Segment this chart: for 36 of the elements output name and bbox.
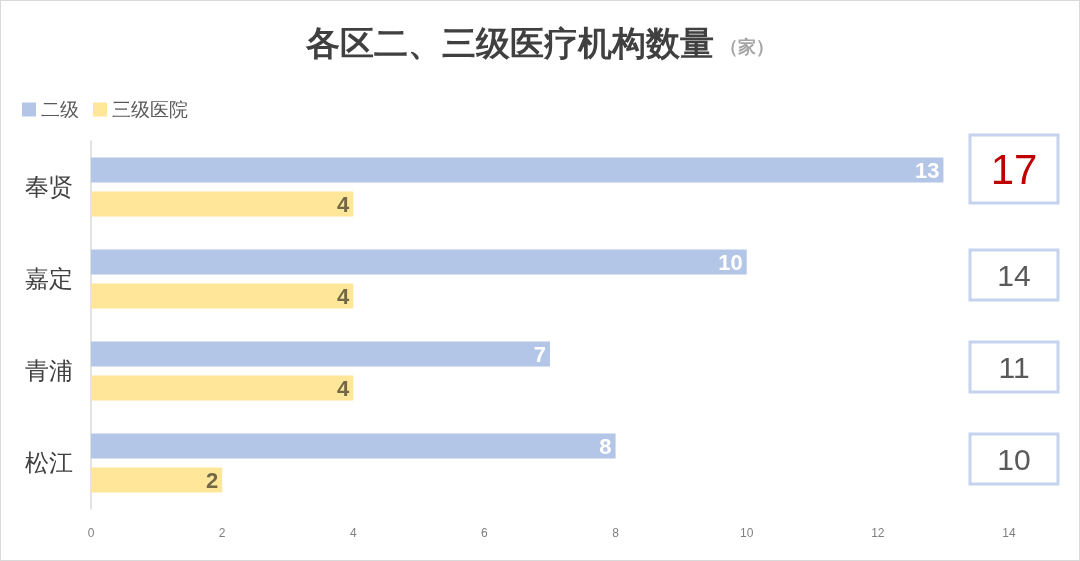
x-tick-label: 2	[218, 526, 226, 540]
y-tick-label: 松江	[25, 450, 73, 476]
y-tick-label: 青浦	[25, 358, 73, 384]
y-tick-label: 奉贤	[25, 174, 73, 200]
bar	[91, 191, 354, 217]
x-tick-label: 8	[612, 526, 620, 540]
data-label: 10	[718, 249, 743, 275]
annotation: 17	[990, 145, 1038, 193]
bar	[91, 283, 354, 309]
data-label: 8	[599, 433, 612, 459]
x-tick-label: 12	[871, 526, 885, 540]
x-tick-label: 4	[349, 526, 357, 540]
chart-subtitle: （家）	[720, 37, 774, 57]
bar	[91, 249, 747, 275]
legend-label: 三级医院	[112, 99, 188, 120]
x-tick-label: 0	[87, 526, 95, 540]
y-tick-label: 嘉定	[25, 266, 73, 292]
x-tick-label: 10	[740, 526, 754, 540]
data-label: 4	[337, 191, 351, 217]
bar	[91, 433, 616, 459]
chart-title: 各区二、三级医疗机构数量	[305, 24, 714, 62]
data-label: 7	[533, 341, 546, 367]
data-label: 4	[337, 283, 351, 309]
bar	[91, 157, 944, 183]
x-tick-label: 14	[1002, 526, 1016, 540]
bar	[91, 375, 354, 401]
bar	[91, 341, 550, 367]
x-tick-label: 6	[481, 526, 489, 540]
data-label: 2	[205, 467, 219, 493]
legend-label: 二级	[41, 99, 79, 120]
annotation: 14	[997, 258, 1031, 292]
data-label: 13	[914, 157, 940, 183]
data-label: 4	[337, 375, 351, 401]
annotation: 11	[998, 350, 1030, 384]
annotation: 10	[997, 442, 1031, 476]
bar	[91, 467, 223, 493]
